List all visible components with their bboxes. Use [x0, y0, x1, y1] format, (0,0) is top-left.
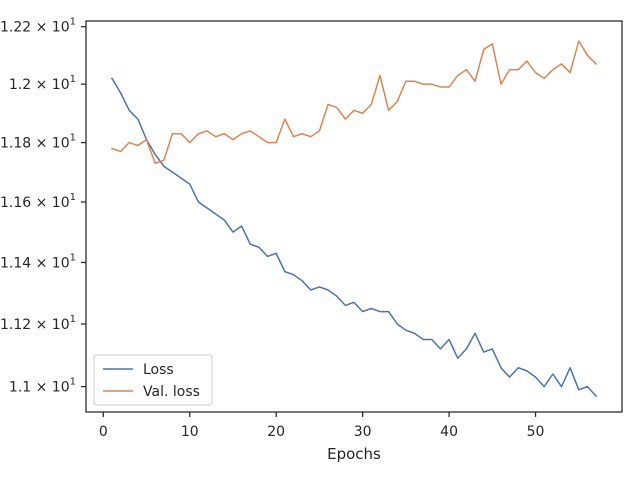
x-tick-label: 40	[440, 424, 458, 440]
y-tick-label: 1.14 × 101	[0, 252, 76, 271]
plot-frame	[85, 20, 623, 413]
legend: Loss Val. loss	[93, 354, 213, 406]
legend-label-loss: Loss	[143, 362, 174, 378]
series-line-loss	[110, 77, 598, 398]
x-tick-label: 0	[99, 424, 108, 440]
y-tick-label: 1.2 × 101	[9, 74, 76, 93]
x-tick-label: 10	[181, 424, 199, 440]
y-tick-label: 1.12 × 101	[0, 314, 76, 333]
ticks-layer: 0 10 20 30 40 50 1.1 × 101 1.12 × 101 1.14 × 101…	[0, 17, 544, 440]
x-tick-label: 30	[354, 424, 372, 440]
y-tick-label: 1.1 × 101	[9, 377, 76, 396]
y-tick-label: 1.16 × 101	[0, 192, 76, 211]
x-axis-label: Epochs	[327, 445, 381, 463]
series-line-val-loss	[110, 40, 598, 165]
y-tick-label: 1.18 × 101	[0, 133, 76, 152]
legend-label-val-loss: Val. loss	[143, 384, 200, 400]
x-tick-label: 50	[527, 424, 545, 440]
legend-box	[93, 354, 213, 406]
axes-layer	[85, 20, 623, 413]
series-layer	[110, 40, 598, 398]
y-tick-label: 1.22 × 101	[0, 17, 76, 36]
x-tick-label: 20	[267, 424, 285, 440]
